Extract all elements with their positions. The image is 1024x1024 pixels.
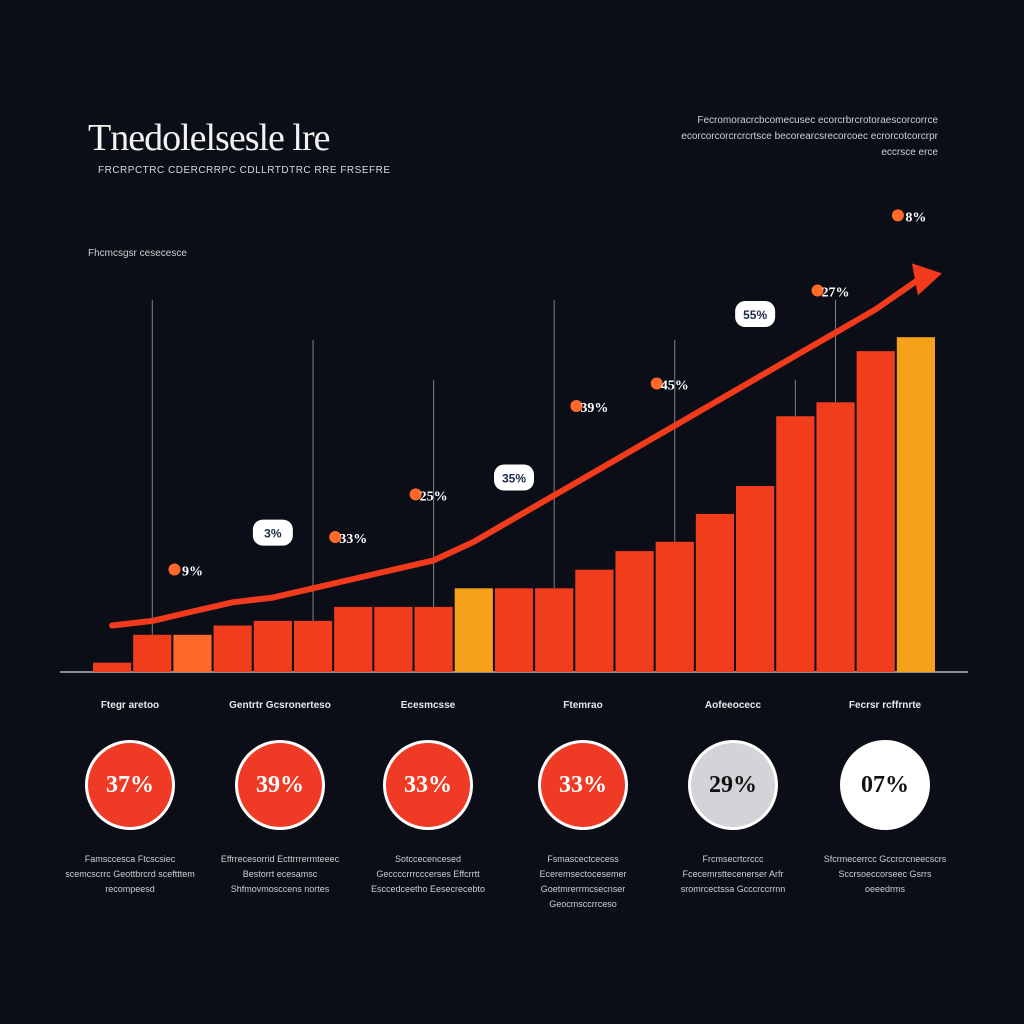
kpi-heading: Ftemrao (563, 700, 603, 711)
annotation-label: 55% (743, 308, 767, 322)
chart-title: Tnedolelsesle lre (88, 117, 331, 159)
trend-arrowhead (911, 263, 942, 296)
kpi-heading: Fecrsr rcffrnrte (848, 700, 922, 711)
kpi-card: Ftegr aretoo 37% Famsccesca Ftcscsiec scem… (55, 700, 205, 897)
bar (253, 620, 292, 672)
bar (856, 351, 895, 672)
kpi-card: Aofeeocecc 29% Frcmsecrtcrccc Fcecemrsttec… (658, 700, 808, 897)
annotation-dot (168, 563, 181, 576)
annotation-label: 45% (661, 379, 689, 394)
bar (615, 551, 654, 672)
bar (334, 606, 373, 672)
bar (655, 541, 694, 672)
kpi-value-circle: 07% (840, 740, 930, 830)
kpi-value-circle: 39% (235, 740, 325, 830)
bar (535, 588, 574, 672)
kpi-description: Sotccecencesed Geccccrrrcccerses Effcrrt… (370, 854, 486, 894)
bar (736, 486, 775, 672)
kpi-value-circle: 33% (538, 740, 628, 830)
trend-line (109, 278, 919, 629)
bar (133, 634, 172, 672)
bar (293, 620, 333, 672)
annotation-label: 27% (822, 286, 850, 301)
annotation-dot (570, 400, 583, 413)
bar (213, 625, 252, 672)
kpi-value-circle: 29% (688, 740, 778, 830)
bar (575, 569, 614, 672)
annotation-badge (494, 464, 534, 491)
kpi-card: Gentrtr Gcsronerteso 39% Effrrecesorrid Ec… (205, 700, 355, 897)
kpi-description: Frcmsecrtcrccc Fcecemrsttecenerser Arfr … (680, 854, 786, 894)
annotation-dot (329, 531, 342, 543)
kpi-description: Effrrecesorrid Ecttrrrermteeec Bestorrt … (220, 854, 340, 894)
annotation-dot (811, 284, 824, 297)
annotation-label: 25% (420, 489, 448, 504)
bar (896, 337, 935, 672)
annotation-label: 8% (905, 210, 926, 225)
bar (494, 588, 534, 672)
annotation-label: 35% (502, 472, 526, 486)
annotation-label: 33% (339, 532, 367, 547)
annotation-badge (252, 519, 293, 546)
kpi-heading: Ecesmcsse (400, 700, 456, 711)
kpi-description: Sfcrmecerrcc Gccrcrcneecscrs Sccrsoeccor… (823, 854, 947, 894)
bar (93, 662, 132, 672)
bar (816, 402, 855, 672)
bar (173, 634, 212, 672)
top-note: Fecromoracrcbcomecusec ecorcrbrcrotoraes… (681, 115, 938, 158)
kpi-heading: Ftegr aretoo (100, 700, 160, 711)
bar-chart: 9% 3% 33% 25% 35% 39% 45% 55% 27% 8% (60, 209, 968, 673)
kpi-card: Ecesmcsse 33% Sotccecencesed Geccccrrrccce… (353, 700, 503, 897)
bar (414, 606, 453, 672)
annotation-badge (735, 301, 776, 328)
bar (374, 606, 413, 672)
chart-subtitle: FRCRPCTRC CDERCRRPC CDLLRTDTRC RRE FRSEF… (98, 165, 391, 176)
kpi-heading: Gentrtr Gcsronerteso (229, 700, 331, 711)
bar (776, 416, 815, 672)
bar (695, 513, 735, 672)
annotation-dot (650, 377, 663, 390)
kpi-value-circle: 33% (383, 740, 473, 830)
kpi-value-circle: 37% (85, 740, 175, 830)
annotation-label: 3% (264, 527, 282, 541)
kpi-card: Ftemrao 33% Fsmascectcecess Eceremsectoces… (508, 700, 658, 912)
kpi-description: Famsccesca Ftcscsiec scemcscrrc Geottbrc… (65, 854, 195, 894)
bar (454, 588, 493, 672)
left-note: Fhcmcsgsr cesecesce (88, 248, 187, 259)
annotation-dot (409, 488, 422, 501)
kpi-heading: Aofeeocecc (704, 700, 762, 711)
kpi-card: Fecrsr rcffrnrte 07% Sfcrmecerrcc Gccrcrcn… (810, 700, 960, 897)
annotation-label: 39% (580, 401, 608, 416)
kpi-description: Fsmascectcecess Eceremsectocesemer Goetm… (539, 854, 627, 909)
annotation-dot (891, 209, 904, 222)
annotation-label: 9% (182, 565, 203, 580)
